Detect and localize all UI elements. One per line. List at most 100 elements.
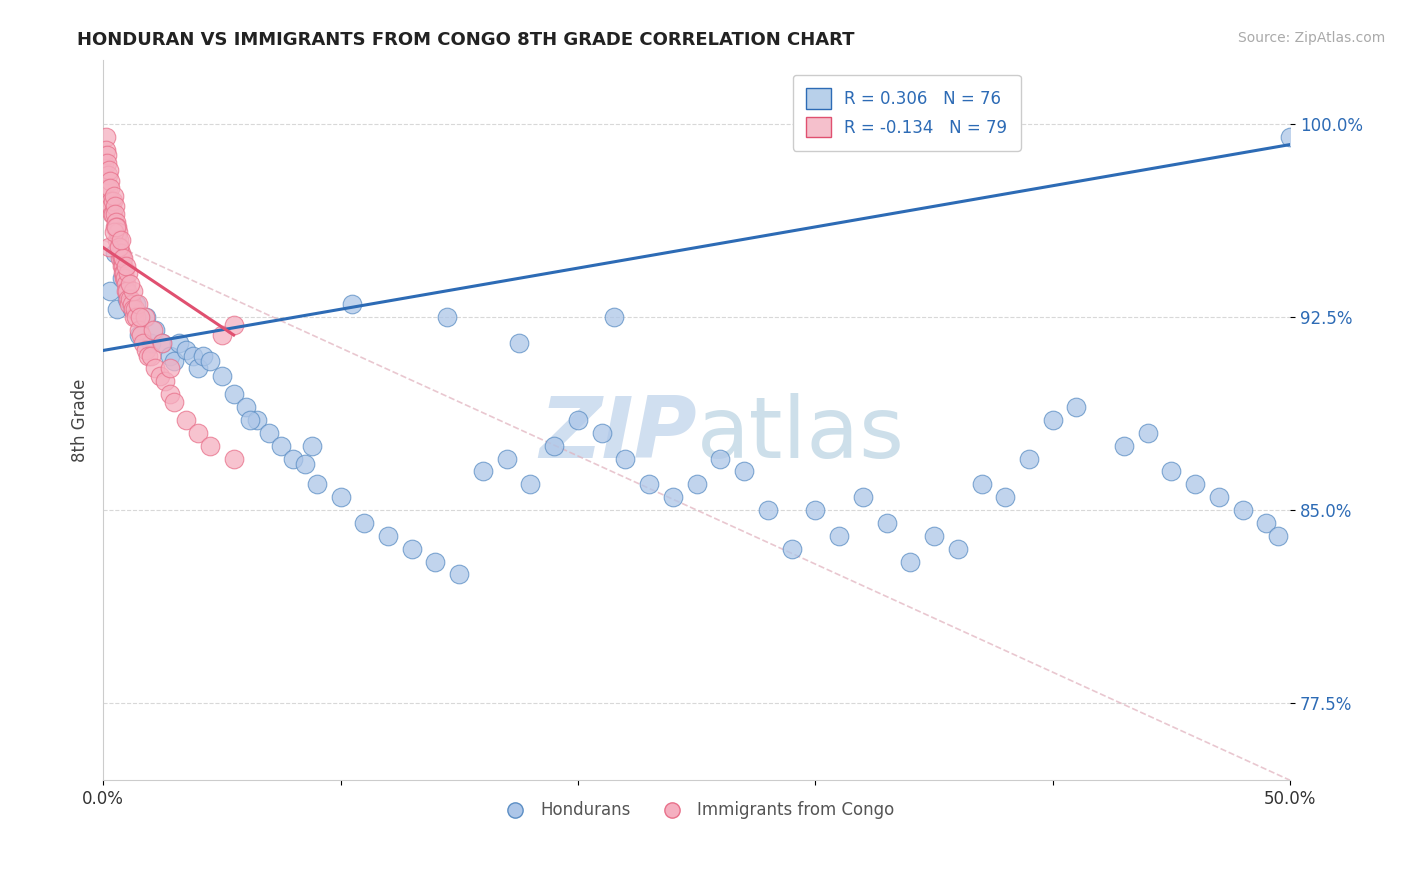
Point <box>159 361 181 376</box>
Point <box>780 541 803 556</box>
Point <box>125 297 148 311</box>
Point <box>112 266 135 280</box>
Point <box>211 328 233 343</box>
Point <box>183 349 205 363</box>
Point <box>994 490 1017 504</box>
Point <box>472 465 495 479</box>
Point <box>93 155 115 169</box>
Point <box>163 353 186 368</box>
Point <box>1160 465 1182 479</box>
Point <box>1184 477 1206 491</box>
Point <box>329 490 352 504</box>
Point <box>685 477 707 491</box>
Point <box>122 310 145 324</box>
Point <box>125 310 148 324</box>
Point <box>98 285 121 299</box>
Point <box>495 451 517 466</box>
Point <box>121 302 143 317</box>
Point <box>115 285 138 299</box>
Point <box>191 349 214 363</box>
Point <box>614 451 637 466</box>
Legend: Hondurans, Immigrants from Congo: Hondurans, Immigrants from Congo <box>492 795 901 826</box>
Point <box>198 439 221 453</box>
Point <box>922 529 945 543</box>
Point <box>121 297 143 311</box>
Point <box>1232 503 1254 517</box>
Point <box>259 425 281 440</box>
Point <box>112 251 135 265</box>
Point <box>103 189 125 203</box>
Point <box>222 451 245 466</box>
Point <box>107 240 129 254</box>
Point <box>1256 516 1278 530</box>
Point <box>508 335 530 350</box>
Point <box>543 439 565 453</box>
Point <box>301 439 323 453</box>
Point <box>108 240 131 254</box>
Point <box>115 285 138 299</box>
Point <box>174 413 197 427</box>
Point <box>567 413 589 427</box>
Point <box>105 219 128 234</box>
Point <box>142 323 165 337</box>
Point <box>111 271 134 285</box>
Point <box>662 490 685 504</box>
Point <box>120 292 142 306</box>
Point <box>129 310 152 324</box>
Point <box>120 277 142 291</box>
Point <box>98 173 121 187</box>
Point <box>100 194 122 209</box>
Point <box>114 266 136 280</box>
Point <box>187 361 209 376</box>
Point <box>101 194 124 209</box>
Point <box>1018 451 1040 466</box>
Point <box>828 529 851 543</box>
Point <box>128 328 150 343</box>
Point <box>115 292 138 306</box>
Point <box>294 457 316 471</box>
Point <box>98 181 121 195</box>
Point <box>110 251 132 265</box>
Point <box>401 541 423 556</box>
Point <box>591 425 613 440</box>
Point <box>425 555 447 569</box>
Point <box>946 541 969 556</box>
Point <box>114 277 136 291</box>
Point <box>353 516 375 530</box>
Point <box>709 451 731 466</box>
Point <box>153 375 176 389</box>
Point <box>129 328 152 343</box>
Point <box>898 555 921 569</box>
Point <box>118 297 141 311</box>
Point <box>96 148 118 162</box>
Point <box>143 361 166 376</box>
Point <box>519 477 541 491</box>
Point <box>1136 425 1159 440</box>
Point <box>149 369 172 384</box>
Point <box>876 516 898 530</box>
Point <box>103 225 125 239</box>
Point <box>103 199 125 213</box>
Point <box>98 163 121 178</box>
Point <box>602 310 624 324</box>
Point <box>105 233 128 247</box>
Point <box>104 219 127 234</box>
Point <box>104 245 127 260</box>
Point <box>110 245 132 260</box>
Point <box>101 207 124 221</box>
Point <box>167 335 190 350</box>
Point <box>121 285 143 299</box>
Point <box>98 240 121 254</box>
Point <box>117 266 139 280</box>
Point <box>97 169 120 183</box>
Text: atlas: atlas <box>696 392 904 475</box>
Point <box>377 529 399 543</box>
Point <box>1066 400 1088 414</box>
Text: ZIP: ZIP <box>538 392 696 475</box>
Point <box>733 465 755 479</box>
Point <box>436 310 458 324</box>
Point <box>111 251 134 265</box>
Point <box>124 302 146 317</box>
Point <box>1112 439 1135 453</box>
Point <box>127 297 149 311</box>
